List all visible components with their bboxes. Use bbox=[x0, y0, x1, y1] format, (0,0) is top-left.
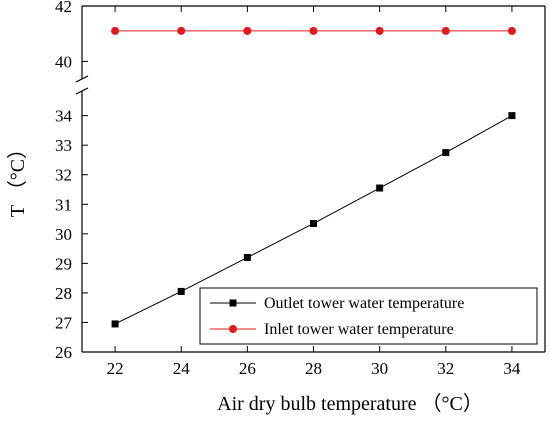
x-tick-label: 32 bbox=[437, 359, 454, 378]
x-tick-label: 34 bbox=[503, 359, 521, 378]
axis-break-mark bbox=[75, 75, 89, 83]
y-tick-label: 31 bbox=[55, 195, 72, 214]
legend-box bbox=[199, 287, 538, 345]
y-tick-label: 26 bbox=[55, 343, 72, 362]
x-tick-label: 22 bbox=[107, 359, 124, 378]
data-point-square bbox=[376, 184, 384, 192]
x-tick-label: 26 bbox=[239, 359, 256, 378]
data-point-circle bbox=[111, 26, 120, 35]
axis-ticks: 22 24 26 28 30 32 34 26 27 28 29 30 31 32 33 34 40 42 bbox=[55, 0, 521, 378]
x-tick-label: 28 bbox=[305, 359, 322, 378]
x-tick-label: 24 bbox=[173, 359, 191, 378]
data-point-square bbox=[243, 253, 251, 261]
series-marks bbox=[111, 26, 516, 328]
legend-label: Inlet tower water temperature bbox=[264, 321, 454, 338]
data-point-circle bbox=[441, 26, 450, 35]
data-point-square bbox=[177, 287, 185, 295]
y-tick-label: 28 bbox=[55, 284, 72, 303]
data-point-square bbox=[111, 320, 119, 328]
data-point-square bbox=[442, 149, 450, 157]
data-point-square bbox=[508, 112, 516, 120]
y-tick-label: 32 bbox=[55, 166, 72, 185]
y-tick-label: 27 bbox=[55, 313, 73, 332]
y-tick-label: 34 bbox=[55, 107, 73, 126]
data-point-square bbox=[310, 219, 317, 227]
legend: Outlet tower water temperature Inlet towe… bbox=[199, 287, 538, 345]
legend-label: Outlet tower water temperature bbox=[264, 295, 464, 312]
x-tick-label: 30 bbox=[371, 359, 388, 378]
legend-marker-circle bbox=[229, 325, 237, 333]
y-tick-label: 42 bbox=[55, 0, 72, 16]
data-point-circle bbox=[507, 26, 516, 35]
y-tick-label: 40 bbox=[55, 52, 72, 71]
y-tick-label: 33 bbox=[55, 136, 72, 155]
data-point-circle bbox=[243, 26, 252, 35]
data-point-circle bbox=[375, 26, 384, 35]
x-axis-label: Air dry bulb temperature （°C） bbox=[217, 392, 483, 415]
y-axis-label: T （°C） bbox=[6, 139, 29, 217]
data-point-circle bbox=[309, 26, 318, 35]
y-tick-label: 29 bbox=[55, 254, 72, 273]
data-point-circle bbox=[177, 26, 186, 35]
axis-break-mark bbox=[75, 87, 89, 95]
y-tick-label: 30 bbox=[55, 225, 72, 244]
legend-marker-square bbox=[229, 299, 237, 307]
